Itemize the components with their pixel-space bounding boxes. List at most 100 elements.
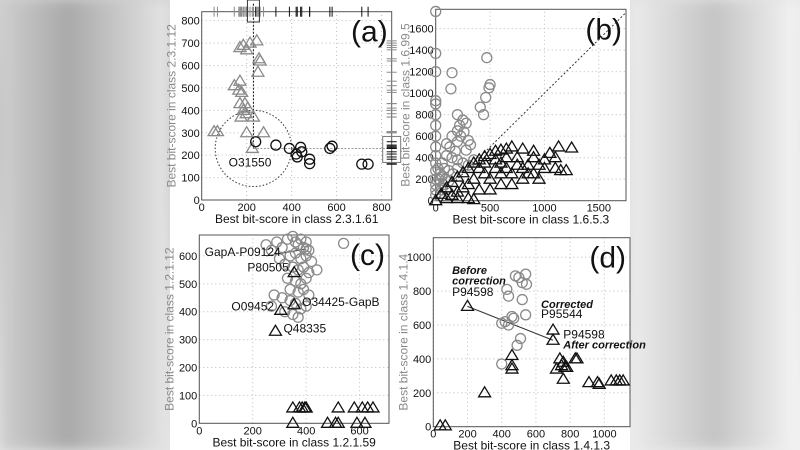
triangle-point [455, 165, 471, 178]
panel-b: 0 500 1000 1500 0 200 400 600 800 1000 1200 1400 160… [399, 5, 627, 227]
circle-point [276, 292, 288, 304]
circle-point [430, 149, 442, 162]
circle-point [305, 255, 318, 268]
triangle-point [569, 351, 585, 364]
circle-point [436, 170, 448, 182]
triangle-point [504, 166, 519, 179]
triangle-point [245, 141, 260, 154]
triangle-point [268, 323, 283, 336]
circle-point [511, 339, 523, 351]
triangle-point [556, 371, 571, 384]
triangle-point [488, 152, 503, 165]
circle-point [300, 300, 312, 312]
triangle-point [240, 100, 255, 113]
triangle-point [249, 33, 264, 46]
triangle-point [466, 171, 481, 184]
x-tick-label: 600 [350, 425, 368, 437]
triangle-point [273, 303, 288, 315]
triangle-point [482, 182, 498, 195]
circle-point [295, 233, 307, 245]
circle-point [265, 244, 278, 256]
y-tick-label: 1000 [409, 88, 433, 100]
triangle-point [331, 400, 346, 413]
circle-point [449, 145, 461, 157]
circle-point [276, 241, 288, 254]
circle-point [292, 264, 304, 276]
triangle-point [461, 177, 476, 190]
y-tick-label: 800 [181, 16, 199, 28]
triangle-point [256, 125, 271, 138]
triangle-point [433, 186, 449, 199]
circle-point [460, 117, 472, 129]
circle-point [477, 109, 490, 121]
circle-point [281, 233, 294, 245]
triangle-point [510, 150, 525, 163]
y-tick-label: 300 [179, 335, 197, 347]
x-tick-label: 400 [282, 202, 300, 214]
x-tick-label: 200 [244, 425, 262, 437]
triangle-point [233, 109, 249, 122]
x-tick-label: 200 [458, 429, 476, 441]
triangle-point [472, 182, 487, 195]
y-tick-label: 200 [413, 388, 431, 400]
x-axis-label: Best bit-score in class 1.2.1.59 [212, 435, 376, 449]
panel-a: 0 200 400 600 8000100200300400500600700800Be… [165, 0, 402, 226]
top-highlight-box [246, 0, 260, 23]
y-tick-label: 600 [181, 61, 199, 73]
triangle-point [466, 192, 481, 205]
circle-point [430, 130, 442, 142]
triangle-point [616, 373, 631, 386]
blurred-background-right [630, 0, 800, 450]
blurred-background-left [0, 0, 170, 450]
circle-point [481, 52, 493, 64]
triangle-point [592, 377, 607, 389]
triangle-point [450, 169, 465, 182]
circle-point [279, 258, 291, 270]
x-tick-label: 1000 [592, 429, 616, 441]
y-tick-label: 200 [415, 174, 433, 186]
circle-point [291, 151, 303, 163]
triangle-point [466, 155, 481, 168]
circle-point [287, 230, 299, 243]
circle-point [283, 142, 296, 155]
point-annotation: After correction [562, 340, 646, 352]
y-tick-label: 1400 [409, 45, 433, 57]
circle-point [446, 152, 458, 164]
triangle-point [559, 360, 574, 373]
circle-point [289, 236, 302, 248]
x-tick-label: 1500 [587, 203, 611, 215]
point-annotation: P95544 [541, 307, 583, 321]
triangle-point [246, 109, 261, 122]
triangle-point [549, 361, 564, 374]
circle-point [440, 138, 453, 150]
x-tick-label: 500 [481, 203, 499, 215]
circle-point [430, 119, 442, 132]
x-tick-label: 0 [199, 202, 205, 214]
triangle-point [477, 385, 492, 398]
triangle-point [545, 332, 561, 345]
x-tick-label: 0 [430, 429, 436, 441]
y-tick-label: 700 [181, 38, 199, 50]
axes-frame [432, 237, 631, 428]
circle-point [292, 286, 304, 298]
x-tick-label: 800 [561, 429, 579, 441]
triangle-point [253, 53, 268, 66]
triangle-point [232, 73, 248, 86]
circle-point [430, 109, 442, 121]
circle-point [430, 5, 442, 18]
triangle-point [210, 124, 225, 137]
triangle-point [428, 193, 443, 206]
circle-point [287, 308, 299, 321]
y-tick-label: 1200 [409, 67, 433, 79]
y-tick-label: 100 [179, 390, 197, 402]
circle-point [451, 109, 464, 121]
circle-point [265, 300, 278, 312]
circle-point [502, 319, 515, 331]
figure-panel [170, 0, 630, 450]
circle-point [324, 142, 336, 155]
circle-point [287, 261, 299, 273]
triangle-point [239, 125, 254, 138]
diagonal-line [435, 12, 627, 202]
